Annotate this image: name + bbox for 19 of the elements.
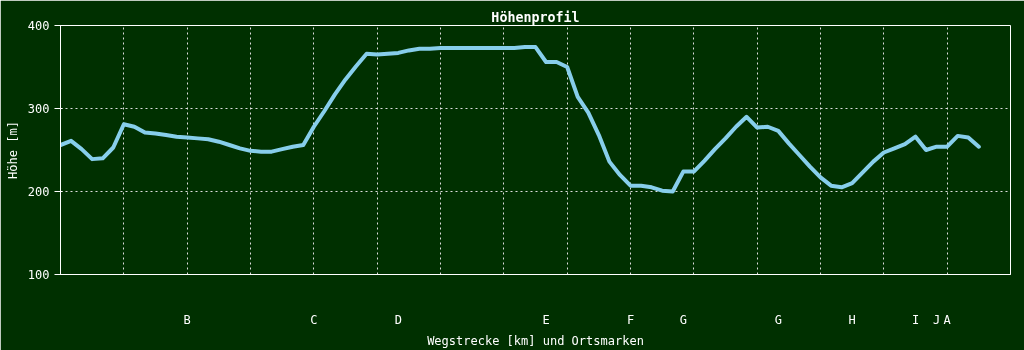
x-tick-label: A: [943, 312, 952, 327]
y-tick-label: 300: [27, 102, 50, 116]
x-tick-label: J: [933, 312, 941, 327]
x-tick-label: G: [774, 312, 782, 327]
x-tick-label: E: [542, 312, 550, 327]
y-tick-label: 100: [27, 268, 50, 282]
y-tick-label: 400: [27, 19, 50, 33]
x-tick-label: I: [911, 312, 920, 327]
x-tick-label: F: [626, 312, 635, 327]
x-axis-title: Wegstrecke [km] und Ortsmarken: [427, 333, 644, 348]
line-series: [60, 45, 981, 194]
chart-title: Höhenprofil: [491, 9, 580, 25]
y-axis-title: Höhe [m]: [5, 121, 20, 179]
x-tick-label: D: [394, 312, 402, 327]
x-tick-label: C: [310, 312, 318, 327]
x-tick-label: H: [848, 312, 856, 327]
x-tick-label: B: [183, 312, 191, 327]
x-tick-label: G: [679, 312, 687, 327]
y-tick-label: 200: [27, 185, 50, 199]
